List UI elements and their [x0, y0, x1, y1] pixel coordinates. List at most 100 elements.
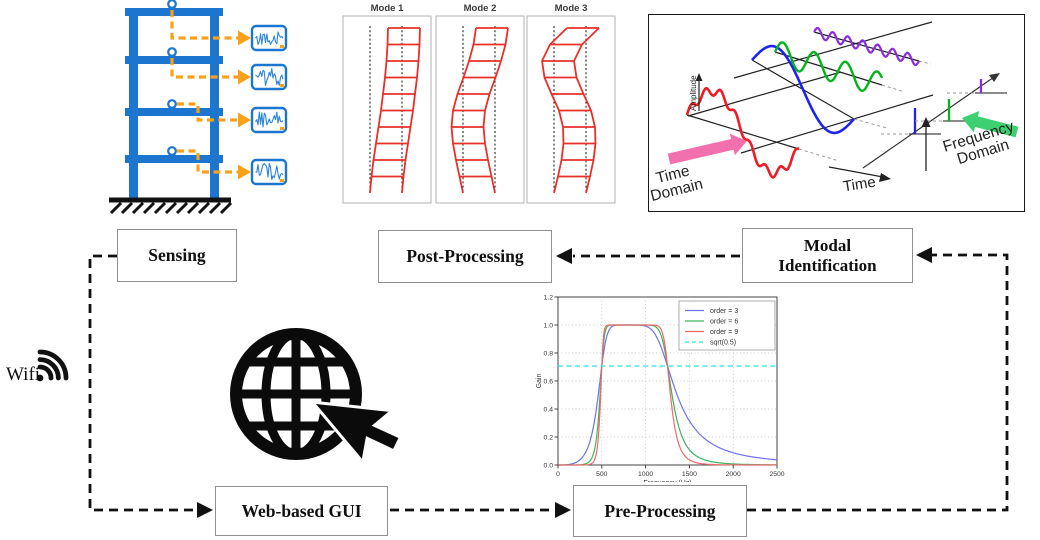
- ground-hatch: [208, 201, 222, 215]
- ground-hatch: [186, 201, 200, 215]
- accelerometer-icon: [167, 0, 177, 9]
- mouse-cursor-icon: [313, 401, 402, 462]
- deformed-frame: [369, 27, 421, 194]
- web-globe-cursor-icon: [230, 328, 402, 462]
- signal-waveform: [255, 31, 284, 46]
- modal-identification-box-label: Modal Identification: [778, 236, 877, 275]
- frequency-domain-arrow: [962, 111, 1019, 138]
- building-column: [210, 10, 219, 199]
- signal-waveform: [255, 111, 284, 128]
- accelerometer-icon: [167, 146, 177, 156]
- mode-3-label: Mode 3: [554, 3, 588, 14]
- fft-diagram-box: Amplitude Time Time Domain Frequency Dom…: [648, 14, 1025, 212]
- high-frequency-wave: [813, 26, 920, 67]
- svg-text:1.0: 1.0: [544, 322, 554, 329]
- sensor-signal-arrowhead: [238, 69, 251, 85]
- svg-text:0.2: 0.2: [544, 434, 554, 441]
- legend-entry: order = 9: [710, 329, 738, 336]
- svg-text:1000: 1000: [638, 471, 653, 478]
- fft-diagram-drawing: [667, 21, 1019, 182]
- svg-text:0.4: 0.4: [544, 406, 554, 413]
- svg-text:0.0: 0.0: [544, 462, 554, 469]
- low-frequency-wave: [751, 44, 855, 135]
- sensor-signal-arrowhead: [238, 30, 251, 46]
- svg-text:0.6: 0.6: [544, 378, 554, 385]
- y-axis-label: Gain: [536, 374, 543, 389]
- web-based-gui-box: Web-based GUI: [215, 486, 388, 536]
- x-axis-label: Frequency (Hz): [643, 480, 691, 482]
- building-beam: [125, 155, 223, 163]
- sensor-signal-arrowhead: [238, 164, 251, 180]
- building-sensing-illustration: [109, 0, 288, 215]
- legend-entry: sqrt(0.5): [710, 340, 736, 347]
- mode-shape-frame: [526, 15, 616, 204]
- post-processing-box: Post-Processing: [378, 230, 552, 283]
- building-column: [129, 10, 138, 199]
- ground-hatch: [197, 201, 211, 215]
- svg-text:500: 500: [596, 471, 608, 478]
- sensor-signal-arrow: [177, 102, 239, 122]
- deformed-frame: [541, 27, 600, 194]
- svg-text:1500: 1500: [682, 471, 697, 478]
- bandpass-filter-chart: 0 500 1000 1500 2000 2500 0.0 0.2 0.4 0.6 0.8 1.0 1.…: [536, 294, 785, 482]
- axis-guide-line: [740, 94, 934, 154]
- wave-baseline: [686, 114, 800, 150]
- modal-identification-box: Modal Identification: [742, 228, 913, 283]
- ground-hatch: [219, 201, 233, 215]
- svg-text:2500: 2500: [769, 471, 784, 478]
- svg-text:0: 0: [556, 471, 560, 478]
- wifi-icon: [36, 349, 69, 382]
- arrowhead-into-preprocessing: [555, 502, 571, 518]
- ground-hatch: [120, 201, 134, 215]
- web-based-gui-box-label: Web-based GUI: [241, 500, 362, 521]
- mode-shapes-panel: Mode 1 Mode 2 Mode 3: [335, 0, 625, 215]
- mode-1-label: Mode 1: [370, 3, 404, 14]
- time-axis-arrow: [828, 166, 884, 178]
- deformed-frame: [450, 27, 509, 194]
- pre-processing-box: Pre-Processing: [573, 485, 747, 537]
- sensing-box-label: Sensing: [148, 245, 206, 265]
- post-processing-box-label: Post-Processing: [406, 246, 524, 266]
- accelerometer-icon: [167, 47, 177, 57]
- arrowhead-into-postprocessing: [556, 248, 572, 264]
- svg-text:0.8: 0.8: [544, 350, 554, 357]
- mode-shapes-drawing: [342, 15, 616, 204]
- ground-hatch: [175, 201, 189, 215]
- svg-text:1.2: 1.2: [544, 294, 554, 301]
- legend-entry: order = 3: [710, 308, 738, 315]
- pre-processing-box-label: Pre-Processing: [604, 500, 716, 521]
- building-beam: [125, 56, 223, 64]
- ground-hatch: [153, 201, 167, 215]
- filter-response-curve: [558, 324, 777, 466]
- accelerometer-icon: [167, 99, 177, 109]
- sensor-signal-arrow: [177, 149, 239, 174]
- signal-waveform: [255, 162, 284, 181]
- legend-entry: order = 6: [710, 319, 738, 326]
- amplitude-axis-label: Amplitude: [688, 75, 698, 111]
- sensor-signal-arrow: [170, 58, 239, 79]
- wave-baseline: [774, 51, 883, 86]
- arrowhead-into-modal: [916, 247, 932, 263]
- axis-guide-line: [687, 71, 842, 117]
- wifi-label: Wifi: [6, 364, 41, 385]
- ground-hatch: [109, 201, 123, 215]
- mode-shape-frame: [342, 15, 432, 204]
- building-beam: [125, 108, 223, 116]
- ground-hatch: [142, 201, 156, 215]
- sensor-signal-arrow: [170, 10, 239, 40]
- time-domain-arrow: [667, 133, 747, 165]
- legend-box: [678, 300, 776, 351]
- building-beam: [125, 8, 223, 16]
- mode-2-label: Mode 2: [463, 3, 497, 14]
- svg-text:2000: 2000: [726, 471, 741, 478]
- arrowhead-into-webgui: [197, 502, 213, 518]
- mode-shape-frame: [435, 15, 525, 204]
- ground-hatch: [131, 201, 145, 215]
- sensor-signal-arrowhead: [238, 112, 251, 128]
- sensing-box: Sensing: [117, 229, 237, 282]
- signal-waveform: [255, 68, 284, 86]
- connector-sensing-to-webgui: [88, 254, 196, 512]
- ground-hatch: [164, 201, 178, 215]
